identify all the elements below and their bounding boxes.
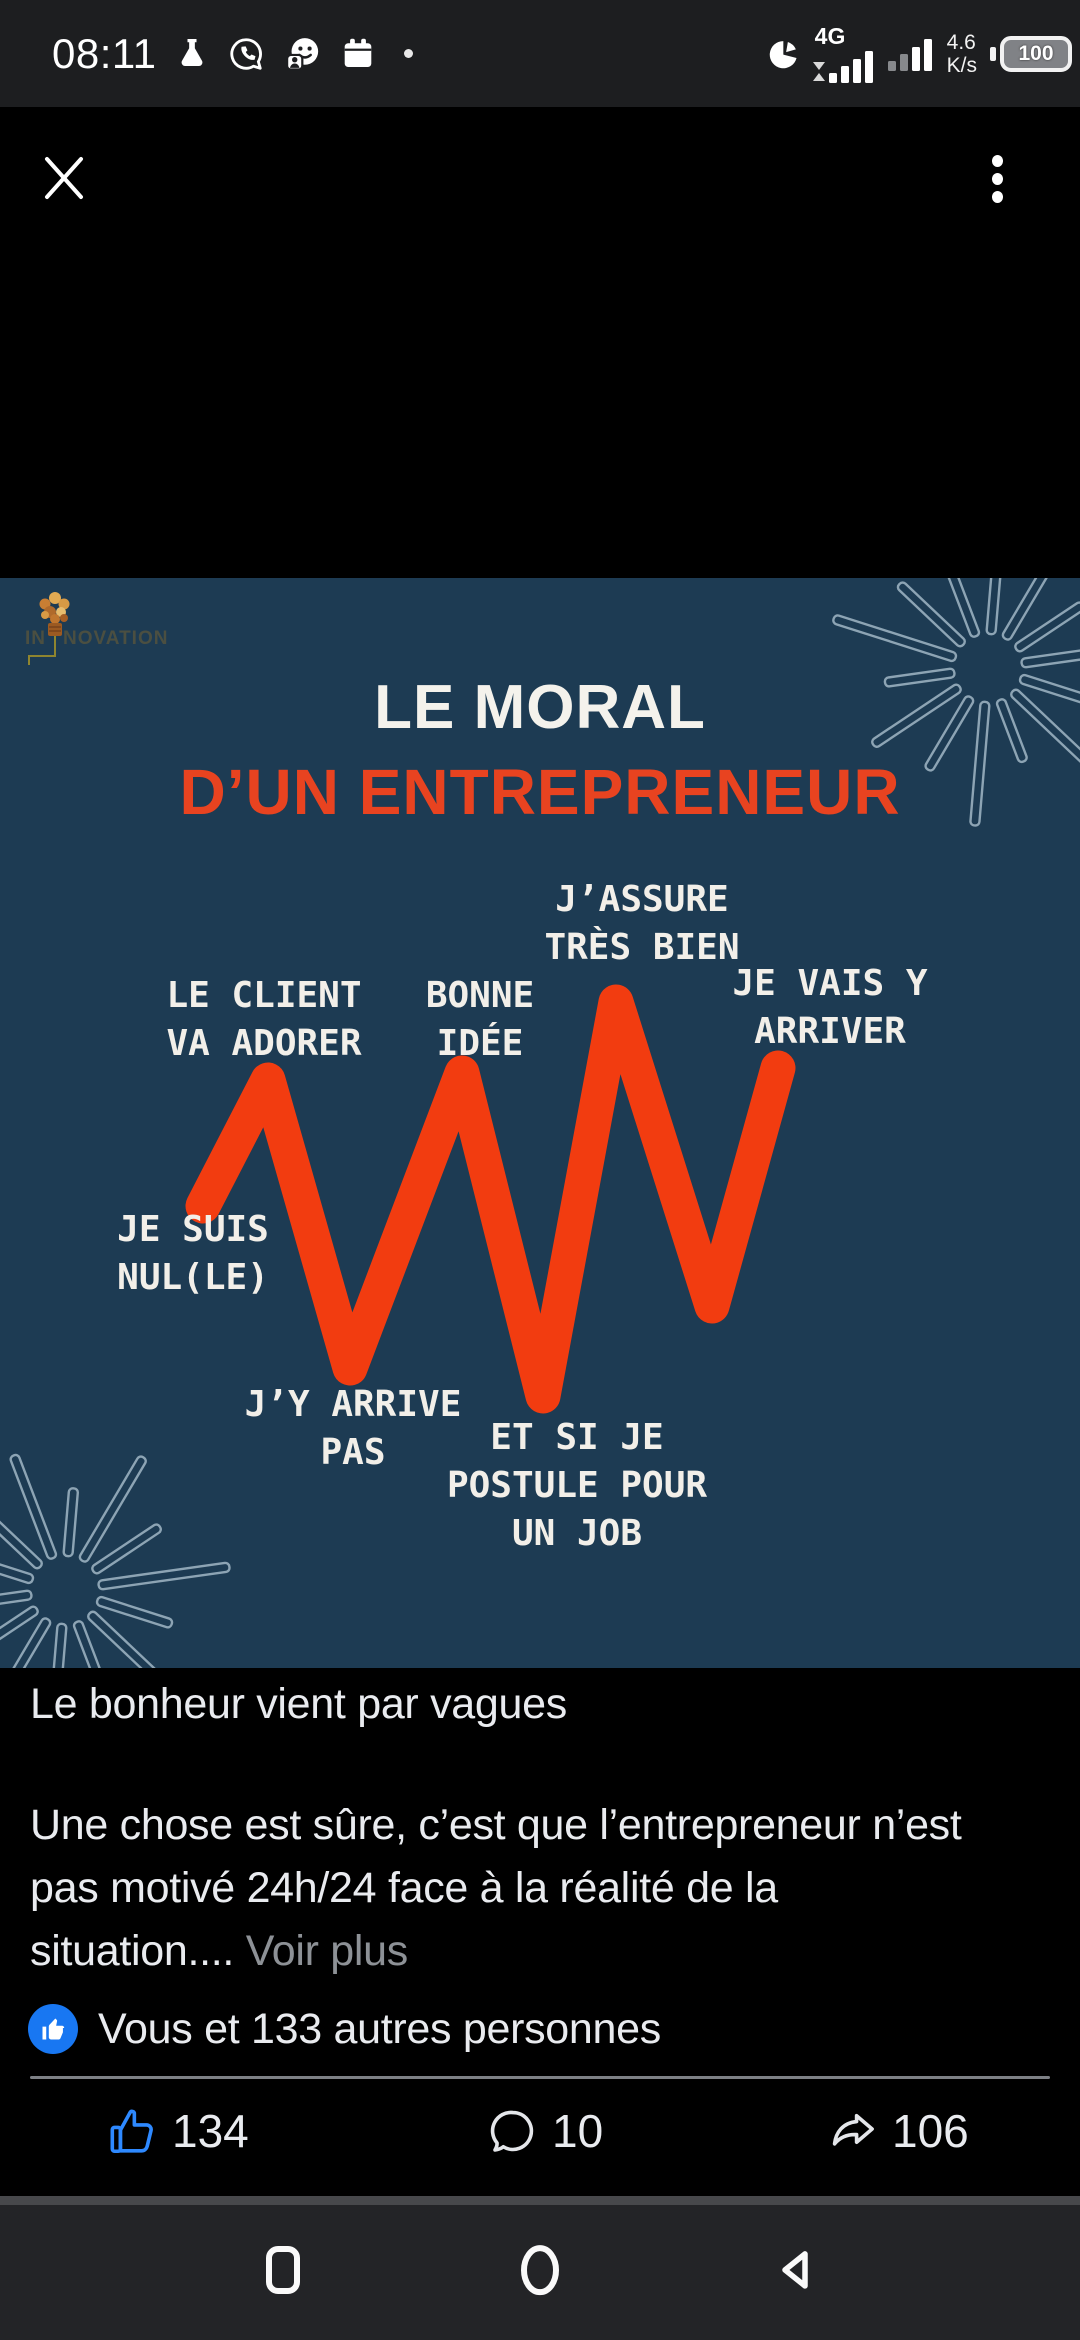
reactions-text: Vous et 133 autres personnes	[98, 2004, 661, 2053]
data-arrows-icon	[812, 61, 825, 81]
thumbs-up-icon	[110, 2109, 153, 2154]
graphic-label: ET SI JE POSTULE POUR UN JOB	[446, 1417, 708, 1554]
divider	[30, 2076, 1050, 2079]
like-count: 134	[172, 2105, 249, 2157]
battery-indicator: 100	[990, 35, 1072, 72]
calendar-icon	[339, 35, 377, 73]
home-circle-icon	[521, 2245, 559, 2296]
comment-bubble-icon	[490, 2110, 534, 2152]
battery-level: 100	[1018, 41, 1054, 65]
starburst-top-right	[832, 578, 1080, 827]
comment-count: 10	[552, 2105, 604, 2157]
lightbulb-gears-icon	[28, 592, 70, 665]
graphic-label: J’ASSURE TRÈS BIEN	[544, 879, 740, 968]
graphic-label: J’Y ARRIVE PAS	[244, 1384, 462, 1473]
reactions-summary[interactable]: Vous et 133 autres personnes	[28, 2004, 661, 2054]
close-button[interactable]	[40, 153, 88, 203]
contacts-smiley-icon	[282, 35, 322, 73]
starburst-bottom-left	[0, 1453, 231, 1668]
see-more-link[interactable]: Voir plus	[245, 1927, 409, 1975]
graphic-label: JE VAIS Y ARRIVER	[732, 963, 928, 1052]
back-button[interactable]	[778, 2246, 812, 2294]
caption-line: pas motivé 24h/24 face à la réalité de l…	[30, 1864, 778, 1912]
recents-square-icon	[266, 2246, 300, 2294]
caption-body: Une chose est sûre, c’est que l’entrepre…	[30, 1794, 962, 1983]
share-count: 106	[892, 2105, 969, 2157]
signal-bars-icon-2	[887, 37, 934, 71]
graphic-title-line2: D’UN ENTREPRENEUR	[179, 756, 901, 828]
logo-text-novation: NOVATION	[63, 628, 169, 649]
like-button[interactable]: 134	[106, 2104, 249, 2158]
comment-button[interactable]: 10	[486, 2104, 603, 2158]
speed-value: 4.6	[946, 30, 976, 54]
mood-wave	[185, 984, 796, 1414]
more-options-button[interactable]	[990, 155, 1004, 203]
graphic-label: BONNE IDÉE	[425, 975, 535, 1064]
graphic-label: JE SUIS NUL(LE)	[117, 1209, 269, 1298]
logo-text-in: IN	[25, 628, 46, 649]
x-icon	[45, 157, 83, 199]
innovation-logo: IN NOVATION	[15, 584, 195, 684]
graphic-canvas	[0, 578, 1080, 1668]
caption-line: Une chose est sûre, c’est que l’entrepre…	[30, 1801, 962, 1849]
clock: 08:11	[52, 29, 157, 77]
caption-line: situation.... Voir plus	[30, 1927, 409, 1975]
post-image[interactable]: IN NOVATION LE MORAL D’UN ENTREPRENEUR L…	[0, 578, 1080, 1668]
android-nav-bar	[0, 2196, 1080, 2340]
flask-icon	[174, 36, 210, 72]
pie-chart-icon	[768, 38, 800, 70]
graphic-label: LE CLIENT VA ADORER	[166, 975, 362, 1064]
graphic-title-line1: LE MORAL	[374, 673, 706, 742]
action-bar: 134 10 106	[0, 2104, 1080, 2168]
share-arrow-icon	[832, 2113, 874, 2146]
kebab-menu-icon	[991, 155, 1003, 167]
signal-bars-icon-1	[828, 50, 873, 83]
battery-nub	[990, 46, 996, 61]
battery-body: 100	[1000, 35, 1072, 72]
share-button[interactable]: 106	[826, 2104, 969, 2158]
signal-sim1: 4G	[812, 22, 875, 83]
notification-dot	[403, 49, 413, 58]
status-bar: 08:11	[0, 0, 1080, 107]
back-triangle-icon	[782, 2251, 808, 2289]
caption-title: Le bonheur vient par vagues	[30, 1680, 567, 1728]
network-type-label: 4G	[814, 22, 846, 49]
network-speed: 4.6 K/s	[947, 31, 977, 77]
whatsapp-icon	[227, 35, 265, 73]
nav-bar-strip	[0, 2196, 1080, 2205]
thumbs-up-badge-icon	[28, 2004, 78, 2054]
speed-unit: K/s	[946, 53, 977, 77]
home-button[interactable]	[519, 2243, 561, 2297]
recents-button[interactable]	[265, 2245, 301, 2295]
